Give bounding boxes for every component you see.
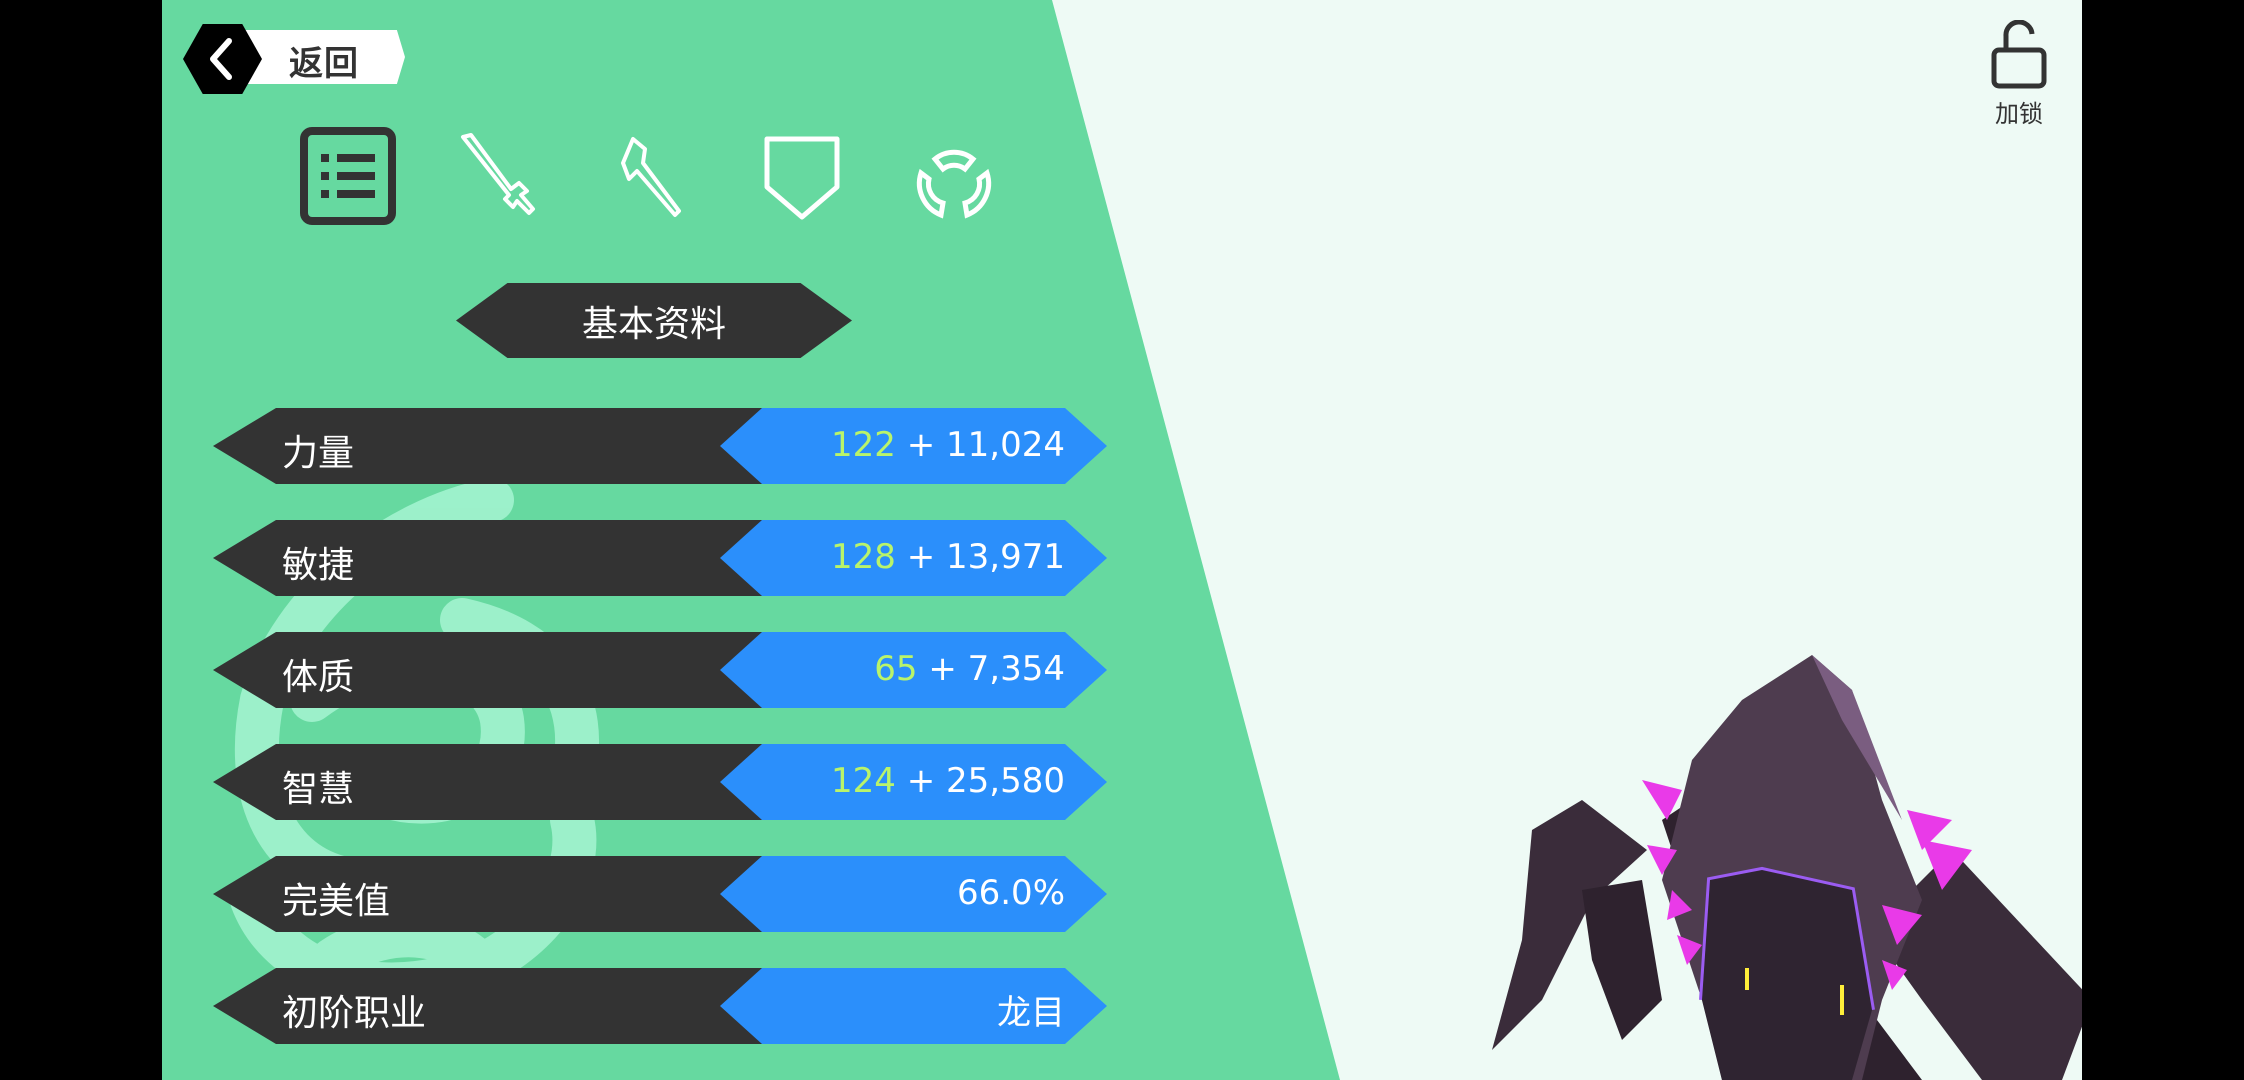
stat-label: 智慧 — [282, 769, 355, 810]
stat-value: 128 + 13,971 — [831, 537, 1065, 577]
stat-value: 龙目 — [997, 993, 1065, 1033]
back-button[interactable]: 返回 — [183, 24, 407, 94]
stat-row-strength: 力量 122 + 11,024 — [213, 408, 1107, 484]
stat-label: 初阶职业 — [282, 993, 427, 1034]
back-label-plate: 返回 — [243, 30, 405, 84]
stat-bonus: + 25,580 — [895, 761, 1065, 801]
list-icon — [300, 127, 396, 225]
character-screen: 返回 基本资料 力量 — [162, 0, 2082, 1080]
lock-button[interactable]: 加锁 — [1974, 19, 2064, 130]
back-hexagon — [183, 24, 262, 94]
stat-bonus: + 11,024 — [895, 425, 1065, 465]
tab-weapon[interactable] — [457, 127, 553, 225]
tab-armor[interactable] — [757, 127, 853, 225]
section-title: 基本资料 — [581, 303, 726, 345]
stat-base: 122 — [831, 425, 896, 465]
stat-value-plate: 66.0% — [720, 856, 1107, 932]
stat-base: 128 — [831, 537, 896, 577]
stat-value-plate: 122 + 11,024 — [720, 408, 1107, 484]
stat-label-plate — [213, 408, 813, 484]
sword-icon — [461, 133, 535, 215]
stat-value-plate: 124 + 25,580 — [720, 744, 1107, 820]
creature-model — [1492, 655, 2082, 1080]
stat-row-agility: 敏捷 128 + 13,971 — [213, 520, 1107, 596]
stat-value: 124 + 25,580 — [831, 761, 1065, 801]
stat-base: 124 — [831, 761, 896, 801]
stat-value: 66.0% — [956, 873, 1065, 913]
tab-tool[interactable] — [607, 127, 703, 225]
stat-label-plate — [213, 520, 813, 596]
stat-label: 完美值 — [282, 881, 391, 922]
stat-row-constitution: 体质 65 + 7,354 — [213, 632, 1107, 708]
stat-bonus: + 13,971 — [895, 537, 1065, 577]
tab-basic-info[interactable] — [300, 127, 396, 225]
stat-value: 122 + 11,024 — [831, 425, 1065, 465]
stat-bonus: + 7,354 — [917, 649, 1065, 689]
hammer-icon — [621, 137, 681, 217]
stat-value-plate: 龙目 — [720, 968, 1107, 1044]
stat-label: 敏捷 — [282, 545, 355, 586]
chevron-left-icon — [210, 38, 232, 80]
stat-value-plate: 65 + 7,354 — [720, 632, 1107, 708]
stat-label: 力量 — [282, 433, 355, 474]
stat-row-class: 初阶职业 龙目 — [213, 968, 1107, 1044]
stat-label-plate — [213, 968, 813, 1044]
tab-accessory[interactable] — [907, 127, 1003, 225]
stat-row-wisdom: 智慧 124 + 25,580 — [213, 744, 1107, 820]
stat-base: 65 — [874, 649, 918, 689]
stat-value: 65 + 7,354 — [874, 649, 1065, 689]
lock-label: 加锁 — [1995, 100, 2043, 128]
stat-row-perfection: 完美值 66.0% — [213, 856, 1107, 932]
stat-value-plate: 128 + 13,971 — [720, 520, 1107, 596]
section-title-banner: 基本资料 — [456, 283, 852, 358]
stat-label: 体质 — [282, 657, 355, 698]
shield-icon — [764, 136, 840, 220]
unlock-icon — [1991, 19, 2047, 89]
ring-icon — [916, 149, 992, 219]
stat-label-plate — [213, 856, 813, 932]
stat-label-plate — [213, 744, 813, 820]
stat-label-plate — [213, 632, 813, 708]
back-label: 返回 — [289, 44, 359, 84]
